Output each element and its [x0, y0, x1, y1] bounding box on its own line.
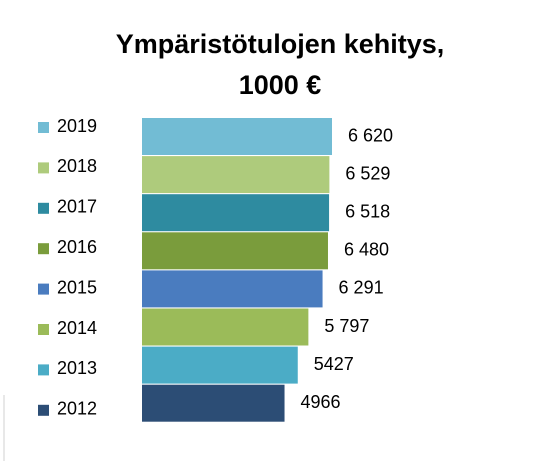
bar — [142, 346, 298, 384]
value-label: 6 529 — [345, 163, 390, 183]
legend-label: 2018 — [57, 156, 97, 176]
bar — [142, 194, 330, 232]
chart-title: Ympäristötulojen kehitys, 1000 € — [115, 29, 445, 100]
value-label: 6 518 — [345, 201, 390, 221]
legend-swatch — [38, 404, 49, 416]
value-label: 6 620 — [348, 125, 393, 145]
legend-label: 2015 — [57, 277, 97, 297]
legend-swatch — [38, 243, 49, 255]
bar — [142, 118, 332, 155]
bar — [142, 270, 323, 308]
value-label: 6 480 — [344, 240, 389, 260]
legend-swatch — [38, 162, 49, 174]
bar — [142, 384, 285, 422]
legend-swatch — [38, 202, 49, 214]
legend-label: 2019 — [57, 116, 97, 136]
value-label: 5427 — [314, 354, 354, 374]
value-label: 4966 — [301, 392, 341, 412]
legend-swatch — [38, 122, 49, 133]
legend-swatch — [38, 324, 49, 335]
value-label: 6 291 — [339, 278, 384, 298]
value-label: 5 797 — [324, 316, 369, 336]
legend-label: 2017 — [57, 197, 97, 217]
legend-label: 2014 — [57, 318, 97, 338]
legend-swatch — [38, 364, 49, 376]
bar — [142, 232, 328, 270]
bar — [142, 308, 309, 346]
legend-swatch — [38, 283, 49, 295]
bar — [142, 156, 330, 194]
legend-label: 2016 — [57, 237, 97, 257]
legend-label: 2013 — [57, 358, 97, 378]
legend-label: 2012 — [57, 399, 97, 419]
